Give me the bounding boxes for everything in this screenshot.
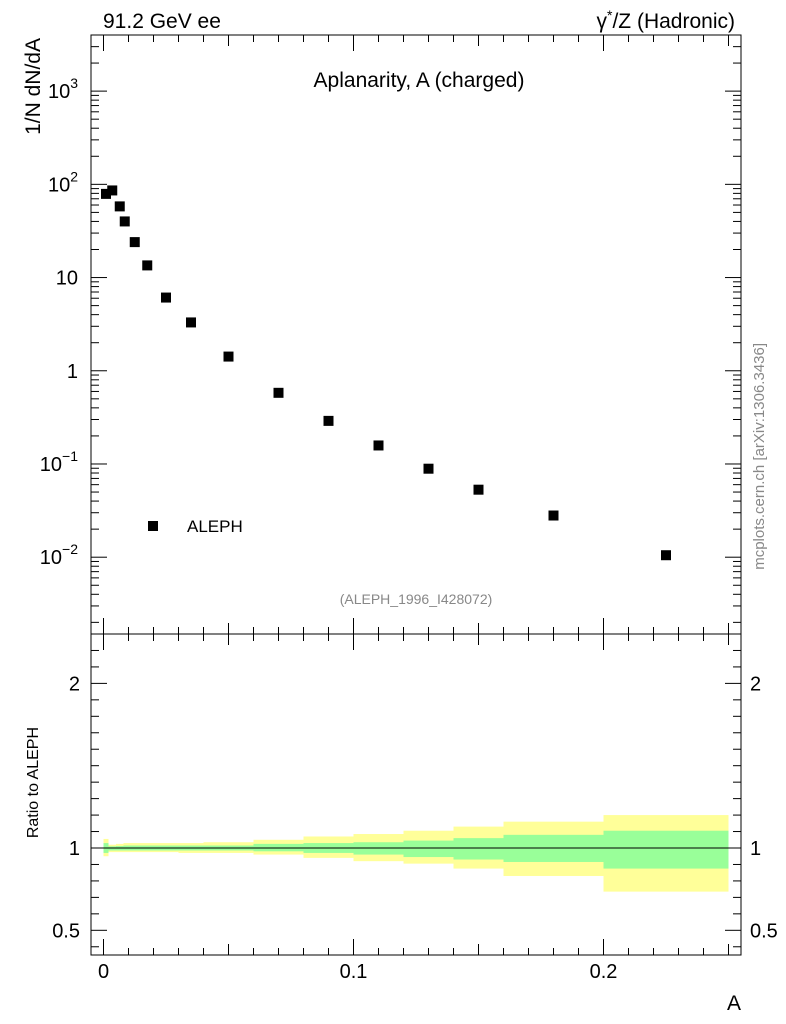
data-point-12 [423, 463, 434, 474]
legend-label: ALEPH [187, 517, 243, 536]
data-point-11 [373, 440, 384, 451]
data-points [101, 185, 671, 561]
ratio-ytick-label-right-0: 0.5 [750, 920, 778, 942]
main-ytick-base: 10 [40, 547, 62, 569]
data-point-2 [114, 201, 125, 212]
main-ytick-label-4: 102 [48, 168, 78, 196]
ratio-plot-frame [90, 633, 742, 956]
main-ytick-label-0: 10−2 [40, 541, 78, 569]
ratio-ytick-label-right-2: 2 [750, 673, 761, 695]
data-point-10 [323, 415, 334, 426]
header-right-star: * [607, 7, 613, 23]
mcplots-watermark: mcplots.cern.ch [arXiv:1306.3436] [751, 343, 768, 570]
main-plot-frame [90, 34, 742, 635]
main-ytick-label-1: 10−1 [40, 448, 78, 476]
main-ytick-exponent: −2 [62, 541, 78, 557]
ratio-inner-band-12 [403, 840, 454, 858]
xtick-label-2: 0.2 [590, 961, 618, 983]
main-ytick-exponent: 3 [70, 75, 78, 91]
ratio-ytick-label-left-2: 2 [69, 673, 80, 695]
ratio-ytick-label-right-1: 1 [750, 838, 761, 860]
xtick-label-1: 0.1 [340, 961, 368, 983]
header-right-suffix: /Z (Hadronic) [612, 10, 735, 33]
data-point-3 [119, 216, 130, 227]
ratio-ytick-label-left-0: 0.5 [52, 920, 80, 942]
ratio-inner-band-15 [603, 830, 729, 869]
main-ytick-label-2: 1 [67, 361, 78, 383]
data-point-6 [161, 292, 171, 303]
header-right-gamma: γ [597, 10, 608, 33]
data-point-5 [142, 260, 153, 271]
data-point-0 [101, 188, 111, 199]
ratio-y-axis-label: Ratio to ALEPH [25, 727, 42, 838]
header-left: 91.2 GeV ee [103, 10, 221, 33]
ratio-bands [103, 815, 729, 892]
legend-marker [148, 521, 158, 531]
data-point-15 [661, 550, 671, 561]
data-point-4 [129, 237, 140, 248]
data-point-13 [473, 484, 484, 495]
main-ytick-base: 10 [40, 454, 62, 476]
data-point-14 [548, 510, 559, 521]
data-point-9 [273, 387, 284, 398]
main-ytick-base: 10 [48, 81, 70, 103]
ratio-ytick-label-left-1: 1 [69, 838, 80, 860]
main-ytick-exponent: 2 [70, 168, 78, 184]
main-ytick-base: 10 [48, 174, 70, 196]
analysis-id: (ALEPH_1996_I428072) [340, 591, 493, 607]
plot-title: Aplanarity, A (charged) [314, 69, 525, 92]
data-point-8 [223, 351, 234, 362]
data-point-1 [107, 185, 118, 196]
main-y-axis-label: 1/N dN/dA [22, 38, 45, 135]
header-right: γ*/Z (Hadronic) [597, 7, 735, 33]
xtick-label-0: 0 [98, 961, 109, 983]
main-ytick-exponent: −1 [62, 448, 78, 464]
data-point-7 [186, 317, 196, 328]
plot-frames [90, 34, 742, 956]
ratio-inner-band-13 [453, 838, 504, 860]
x-axis-label: A [727, 992, 741, 1015]
main-ytick-label-3: 10 [56, 268, 78, 290]
axis-ticks [91, 34, 741, 955]
main-ytick-label-5: 103 [48, 75, 78, 103]
